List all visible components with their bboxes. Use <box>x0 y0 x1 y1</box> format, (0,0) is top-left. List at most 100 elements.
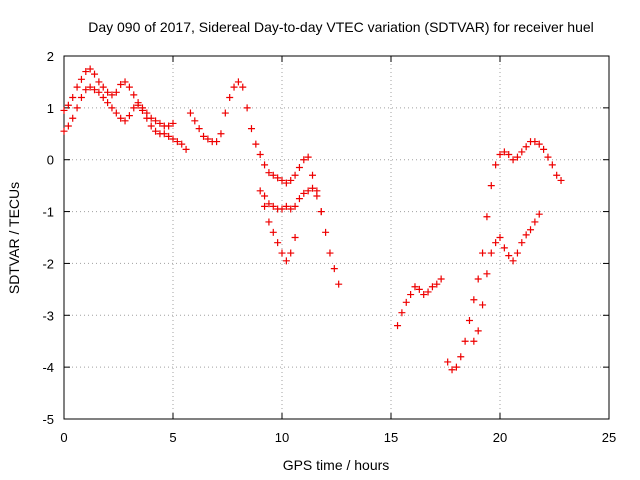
data-point <box>492 239 500 247</box>
y-axis: -5 -4 -3 -2 -1 0 1 2 <box>42 49 609 427</box>
data-point <box>108 91 116 99</box>
data-point <box>479 301 487 309</box>
data-point <box>313 192 321 200</box>
x-tick-label: 10 <box>275 430 289 445</box>
data-point <box>518 239 526 247</box>
data-point <box>112 88 120 96</box>
data-point <box>82 68 90 76</box>
data-point <box>531 218 539 226</box>
x-axis-label: GPS time / hours <box>283 457 390 473</box>
y-tick-label: -2 <box>42 256 54 271</box>
data-point <box>186 109 194 117</box>
data-point <box>269 171 277 179</box>
data-point <box>64 101 72 109</box>
data-point <box>407 291 415 299</box>
data-point <box>544 153 552 161</box>
data-point <box>398 309 406 317</box>
data-point <box>291 234 299 241</box>
data-point <box>169 135 177 143</box>
data-point <box>234 78 242 86</box>
data-point <box>134 101 142 109</box>
data-point <box>152 127 160 135</box>
data-point <box>221 109 229 117</box>
data-point <box>125 83 133 91</box>
data-point <box>256 187 264 195</box>
data-point <box>470 337 478 345</box>
data-point <box>269 202 277 210</box>
data-point <box>265 169 273 177</box>
x-axis: 0 5 10 15 20 25 <box>60 56 616 445</box>
data-point <box>217 130 225 138</box>
data-point <box>182 145 190 153</box>
data-point <box>117 81 125 89</box>
data-point <box>300 156 308 164</box>
data-point <box>474 275 482 283</box>
y-tick-label: -3 <box>42 308 54 323</box>
data-point <box>86 83 94 91</box>
x-tick-label: 20 <box>493 430 507 445</box>
data-point <box>200 132 208 140</box>
data-point <box>437 275 445 283</box>
data-point <box>112 109 120 117</box>
data-point <box>204 135 212 143</box>
data-point <box>470 296 478 304</box>
x-tick-label: 25 <box>602 430 616 445</box>
data-point <box>557 176 565 184</box>
data-point <box>160 130 168 138</box>
data-point <box>91 70 99 78</box>
data-point <box>282 202 290 210</box>
y-axis-label: SDTVAR / TECUs <box>6 182 22 294</box>
data-point <box>243 104 251 112</box>
data-point <box>64 122 72 130</box>
data-point <box>300 189 308 197</box>
data-point <box>147 122 155 130</box>
data-point <box>60 127 68 135</box>
data-point <box>522 231 530 239</box>
data-point <box>540 145 548 153</box>
data-point <box>213 138 221 146</box>
data-point <box>95 78 103 86</box>
data-point <box>178 140 186 148</box>
x-tick-label: 5 <box>169 430 176 445</box>
data-point <box>73 104 81 112</box>
data-point <box>420 291 428 299</box>
data-point <box>535 210 543 218</box>
data-point <box>500 244 508 252</box>
data-point <box>505 151 513 159</box>
data-point <box>500 148 508 156</box>
y-tick-label: -5 <box>42 412 54 427</box>
data-point <box>77 75 85 83</box>
y-tick-label: 2 <box>47 49 54 64</box>
data-point <box>309 171 317 179</box>
data-point <box>291 171 299 179</box>
y-tick-label: -1 <box>42 205 54 220</box>
data-point <box>99 93 107 101</box>
data-point <box>261 192 269 200</box>
data-point <box>479 249 487 257</box>
data-point <box>415 285 423 293</box>
data-point <box>165 122 173 130</box>
data-point <box>173 138 181 146</box>
data-point <box>461 337 469 345</box>
data-point <box>474 327 482 335</box>
data-point <box>295 163 303 171</box>
data-point <box>261 202 269 210</box>
y-tick-label: 1 <box>47 101 54 116</box>
data-point <box>99 83 107 91</box>
data-point <box>82 86 90 94</box>
data-point <box>278 205 286 213</box>
data-point <box>483 213 491 221</box>
data-point <box>411 283 419 291</box>
y-tick-label: 0 <box>47 153 54 168</box>
data-point <box>487 182 495 190</box>
data-point <box>108 104 116 112</box>
data-point <box>86 65 94 73</box>
data-point <box>317 208 325 216</box>
data-point <box>304 187 312 195</box>
data-point <box>104 88 112 96</box>
data-point <box>522 143 530 151</box>
x-tick-label: 0 <box>60 430 67 445</box>
data-point <box>269 228 277 236</box>
plot-frame <box>63 55 610 420</box>
data-point <box>274 239 282 247</box>
